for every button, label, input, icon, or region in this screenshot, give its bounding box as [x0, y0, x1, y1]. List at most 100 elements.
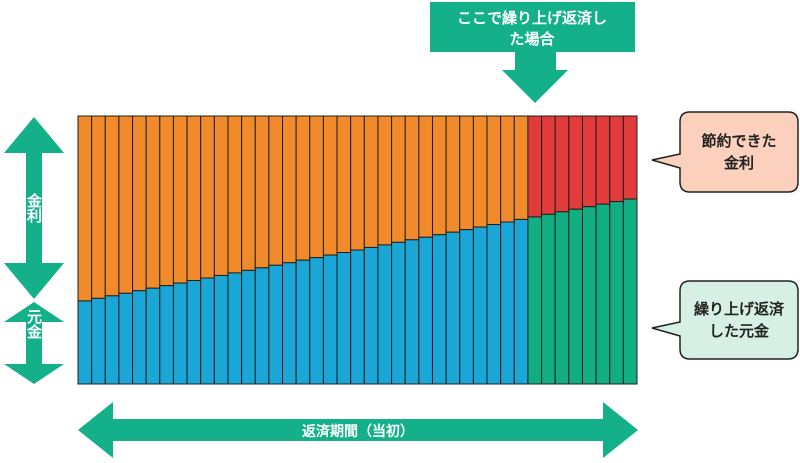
bar-prepaid-principal — [568, 208, 583, 385]
bar-principal — [118, 292, 134, 385]
interest-range-arrow — [4, 117, 64, 299]
bar-principal — [132, 290, 147, 385]
period-arrow — [78, 402, 638, 458]
bar-principal — [254, 267, 270, 385]
bar-interest — [309, 115, 324, 259]
bar-saved-interest — [595, 115, 611, 205]
bar-interest — [322, 115, 338, 256]
bar-principal — [486, 224, 502, 385]
bar-interest — [132, 115, 147, 292]
callout-saved-interest-bubble — [651, 111, 799, 193]
bar-prepaid-principal — [581, 206, 597, 385]
bar-saved-interest — [554, 115, 570, 213]
bar-interest — [268, 115, 284, 266]
left-principal-label: 元金 — [25, 309, 43, 339]
bar-principal — [104, 295, 120, 385]
bar-principal — [172, 282, 188, 385]
bar-principal — [377, 244, 393, 385]
bar-interest — [213, 115, 229, 276]
bar-prepaid-principal — [622, 198, 638, 385]
bar-interest — [391, 115, 406, 243]
bar-saved-interest — [609, 115, 624, 203]
bar-principal — [322, 254, 338, 385]
bar-saved-interest — [541, 115, 556, 215]
bar-interest — [118, 115, 134, 294]
bar-principal — [418, 236, 433, 385]
bar-prepaid-principal — [595, 203, 611, 385]
bar-saved-interest — [581, 115, 597, 208]
bar-principal — [513, 218, 529, 385]
bar-principal — [159, 285, 174, 385]
bar-principal — [268, 264, 284, 385]
bar-saved-interest — [527, 115, 543, 218]
left-axis-arrows: 金利 元金 — [4, 117, 64, 384]
bar-principal — [77, 300, 93, 385]
bar-interest — [445, 115, 461, 233]
bar-interest — [500, 115, 515, 223]
prepayment-point-box — [430, 2, 635, 52]
bar-principal — [500, 221, 515, 385]
bar-interest — [200, 115, 215, 279]
callout-prepaid-principal-bubble — [651, 280, 799, 360]
bar-interest — [282, 115, 297, 264]
bar-principal — [241, 269, 256, 385]
bar-interest — [241, 115, 256, 271]
bar-interest — [431, 115, 447, 236]
bar-interest — [254, 115, 270, 269]
bar-interest — [418, 115, 433, 238]
bar-principal — [309, 257, 324, 385]
bar-interest — [363, 115, 379, 248]
bar-principal — [472, 226, 488, 385]
bar-principal — [404, 239, 420, 385]
bar-principal — [350, 249, 365, 385]
callout-saved-interest: 節約できた 金利 — [651, 111, 799, 193]
bar-principal — [445, 231, 461, 385]
bar-interest — [336, 115, 352, 254]
top-arrow-line1: ここで繰り上げ返済し — [457, 9, 607, 27]
bar-principal — [282, 262, 297, 385]
bar-prepaid-principal — [554, 211, 570, 385]
bar-interest — [172, 115, 188, 284]
bar-saved-interest — [622, 115, 638, 200]
bar-prepaid-principal — [609, 201, 624, 385]
bar-interest — [486, 115, 502, 226]
bar-interest — [159, 115, 174, 287]
bar-interest — [377, 115, 393, 246]
top-arrow-line2: た場合 — [509, 30, 555, 48]
left-interest-label: 金利 — [25, 192, 43, 224]
bar-interest — [513, 115, 529, 220]
bar-principal — [391, 241, 406, 385]
bar-principal — [363, 246, 379, 385]
bar-prepaid-principal — [541, 213, 556, 385]
callout-prepaid-line1: 繰り上げ返済 — [694, 300, 785, 318]
bar-principal — [227, 272, 243, 385]
bar-principal — [295, 259, 311, 385]
bar-interest — [404, 115, 420, 241]
bars-group — [77, 115, 638, 385]
bar-principal — [431, 234, 447, 385]
principal-range-arrow — [4, 302, 64, 384]
bar-principal — [200, 277, 215, 385]
bottom-axis-arrow: 返済期間（当初） — [78, 402, 638, 458]
bar-prepaid-principal — [527, 216, 543, 385]
bar-interest — [186, 115, 202, 282]
prepayment-point-arrow — [502, 52, 568, 103]
bar-interest — [77, 115, 93, 302]
callout-saved-line2: 金利 — [723, 154, 754, 172]
bar-interest — [91, 115, 106, 299]
bar-interest — [227, 115, 243, 274]
prepayment-point-marker: ここで繰り上げ返済し た場合 — [430, 2, 635, 103]
bottom-axis-label: 返済期間（当初） — [302, 423, 414, 440]
bar-interest — [350, 115, 365, 251]
bar-saved-interest — [568, 115, 583, 210]
bar-principal — [186, 280, 202, 385]
bar-interest — [459, 115, 474, 231]
bar-principal — [336, 252, 352, 385]
callout-prepaid-line2: した元金 — [709, 322, 770, 340]
bar-interest — [472, 115, 488, 228]
bar-principal — [145, 287, 161, 385]
bar-principal — [91, 297, 106, 385]
callout-saved-line1: 節約できた — [701, 132, 776, 150]
bar-interest — [295, 115, 311, 261]
